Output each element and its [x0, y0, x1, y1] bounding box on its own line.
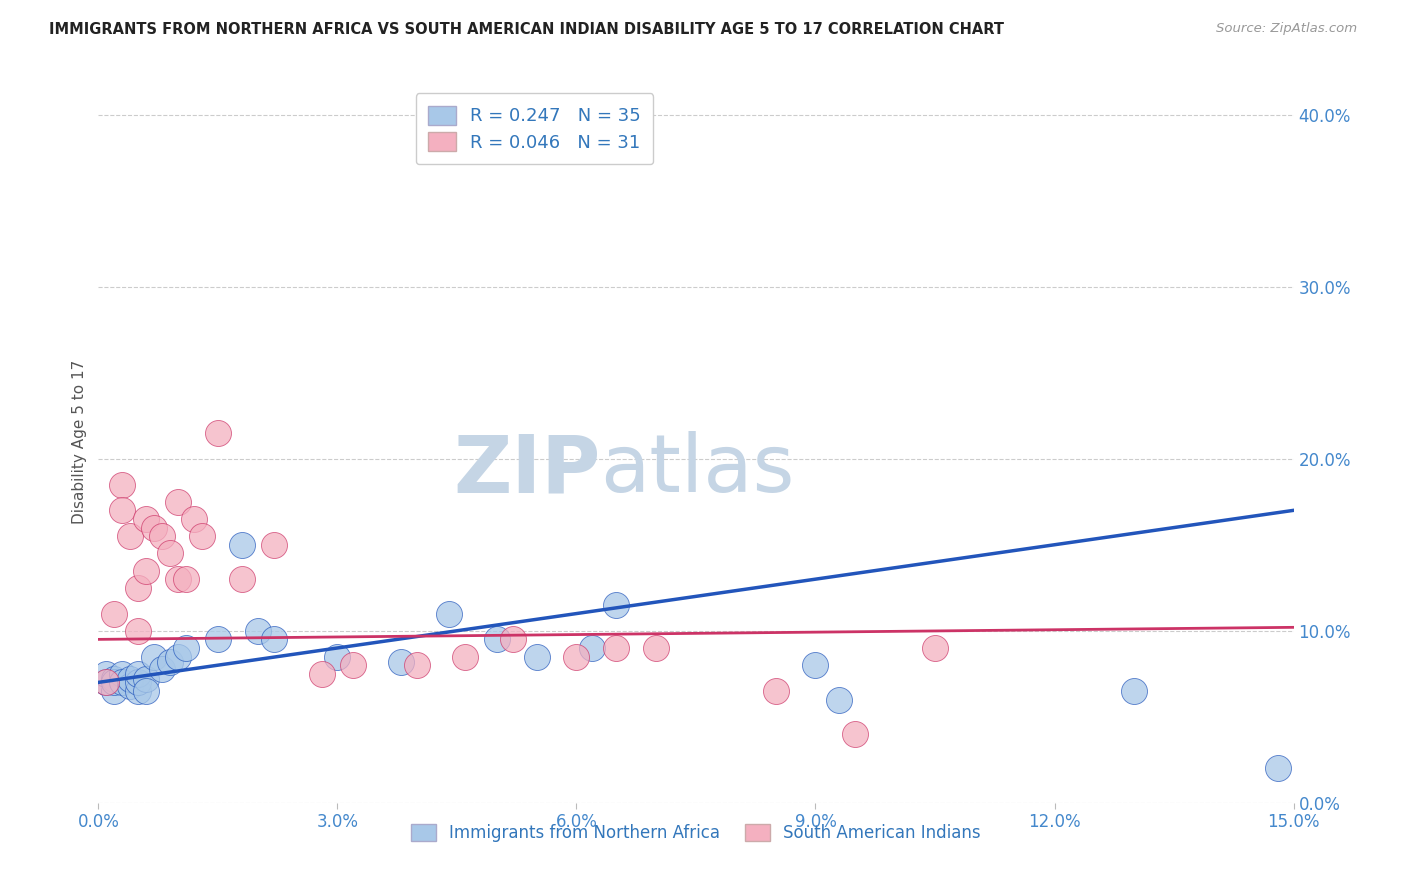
Point: [159, 546, 181, 560]
Point: [828, 692, 851, 706]
Point: [143, 520, 166, 534]
Point: [311, 666, 333, 681]
Point: [174, 640, 197, 655]
Point: [1123, 684, 1146, 698]
Point: [526, 649, 548, 664]
Text: ZIP: ZIP: [453, 432, 600, 509]
Point: [111, 675, 134, 690]
Point: [135, 672, 157, 686]
Point: [389, 655, 412, 669]
Point: [183, 512, 205, 526]
Point: [127, 581, 149, 595]
Point: [645, 640, 668, 655]
Point: [437, 607, 460, 621]
Point: [111, 477, 134, 491]
Point: [120, 672, 142, 686]
Point: [167, 572, 190, 586]
Point: [502, 632, 524, 647]
Point: [231, 538, 253, 552]
Point: [174, 572, 197, 586]
Point: [96, 675, 118, 690]
Point: [111, 666, 134, 681]
Point: [103, 672, 125, 686]
Point: [263, 538, 285, 552]
Point: [127, 666, 149, 681]
Point: [135, 512, 157, 526]
Point: [231, 572, 253, 586]
Point: [191, 529, 214, 543]
Point: [159, 655, 181, 669]
Point: [454, 649, 477, 664]
Legend: Immigrants from Northern Africa, South American Indians: Immigrants from Northern Africa, South A…: [404, 817, 988, 848]
Point: [150, 662, 173, 676]
Point: [565, 649, 588, 664]
Point: [96, 666, 118, 681]
Text: IMMIGRANTS FROM NORTHERN AFRICA VS SOUTH AMERICAN INDIAN DISABILITY AGE 5 TO 17 : IMMIGRANTS FROM NORTHERN AFRICA VS SOUTH…: [49, 22, 1004, 37]
Point: [96, 675, 118, 690]
Point: [120, 529, 142, 543]
Point: [581, 640, 603, 655]
Point: [605, 598, 627, 612]
Point: [120, 679, 142, 693]
Point: [765, 684, 787, 698]
Point: [135, 564, 157, 578]
Point: [96, 675, 118, 690]
Point: [342, 658, 364, 673]
Point: [207, 632, 229, 647]
Point: [150, 529, 173, 543]
Point: [143, 649, 166, 664]
Point: [207, 425, 229, 440]
Text: Source: ZipAtlas.com: Source: ZipAtlas.com: [1216, 22, 1357, 36]
Point: [167, 649, 190, 664]
Point: [135, 684, 157, 698]
Point: [127, 624, 149, 638]
Point: [127, 684, 149, 698]
Point: [406, 658, 429, 673]
Point: [127, 675, 149, 690]
Point: [326, 649, 349, 664]
Point: [485, 632, 508, 647]
Text: atlas: atlas: [600, 432, 794, 509]
Point: [103, 675, 125, 690]
Point: [167, 494, 190, 508]
Point: [1267, 761, 1289, 775]
Point: [246, 624, 269, 638]
Point: [263, 632, 285, 647]
Point: [111, 503, 134, 517]
Point: [844, 727, 866, 741]
Point: [605, 640, 627, 655]
Point: [103, 607, 125, 621]
Point: [924, 640, 946, 655]
Point: [103, 684, 125, 698]
Y-axis label: Disability Age 5 to 17: Disability Age 5 to 17: [72, 359, 87, 524]
Point: [804, 658, 827, 673]
